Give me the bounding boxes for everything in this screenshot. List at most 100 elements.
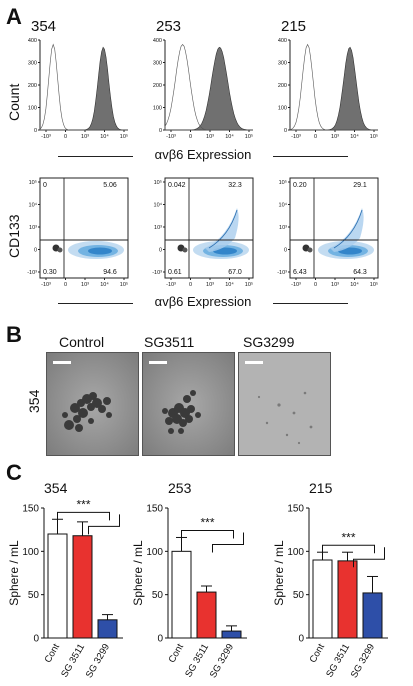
scale-bar [53,361,71,364]
bar-chart-ylabel: Sphere / mL [131,540,145,606]
flow-density-contour [333,209,363,249]
histogram-ytick-label: 400 [278,38,287,44]
flow-quadrant-lower-left: 6.43 [293,269,307,276]
flow-xtick-label: 10³ [81,282,89,288]
significance-bracket-inner [353,547,385,568]
panel-b-letter: B [6,322,22,347]
flow-quadrant-upper-left: 0.042 [168,182,186,189]
bar-chart-ytick-label: 0 [157,634,163,645]
sphere-photo-sg3299-drawing [239,353,330,455]
sphere-photo-sg3511-drawing [143,353,234,455]
bar-chart-title: 354 [44,480,68,496]
flow-xtick-label: 10⁵ [245,281,253,288]
histogram-xtick-label: 10⁵ [245,133,253,140]
flow-xtick-label: 10⁴ [225,281,234,288]
sphere-photo-sg3299 [238,352,331,456]
significance-bracket-inner [88,514,120,535]
flow-xtick-label: -10³ [291,282,301,288]
histogram-ytick-label: 0 [159,128,162,134]
flow-xtick-label: 10³ [331,282,339,288]
flow-ytick-label: 10⁴ [29,202,38,209]
bar-chart-ylabel: Sphere / mL [7,540,21,606]
flow-quadrant-lower-right: 94.6 [103,269,117,276]
flow-quadrant-upper-left: 0 [43,182,47,189]
bar-chart-ytick-label: 0 [33,634,39,645]
sphere-photo-control [46,352,139,456]
histogram-ytick-label: 200 [153,83,162,89]
histogram-control-peak [289,43,378,131]
significance-stars: *** [76,497,90,511]
flow-ytick-label: 0 [34,248,37,254]
bar-category-label: SG 3299 [349,642,377,680]
flow-negative-cluster [57,247,63,253]
bar-category-label: SG 3299 [208,642,236,680]
flow-ytick-label: -10³ [152,270,162,276]
flow-ytick-label: 10³ [154,225,162,231]
histogram-plot-354: 400 300 200 100 0 -10³ 0 10³ 10⁴ 10⁵ [28,38,128,140]
flow-density-cloud [302,208,374,259]
histogram-plot-215: 400 300 200 100 0 -10³ 0 10³ 10⁴ 10⁵ [278,38,378,140]
flow-plot-215: 10⁵ 10⁴ 10³ 0 -10³ -10³ 0 10³ 10⁴ 10⁵ 0.20 29.1 6.43… [277,177,379,288]
histogram-stained-peak [40,46,128,131]
histogram-ytick-label: 0 [34,128,37,134]
histogram-xtick-label: 0 [314,134,317,140]
flow-quadrant-lower-right: 67.0 [228,269,242,276]
flow-plot-354: 10⁵ 10⁴ 10³ 0 -10³ -10³ 0 10³ 10⁴ 10⁵ 0 5.06 0.30 94.… [27,177,129,288]
flow-plots: 10⁵ 10⁴ 10³ 0 -10³ -10³ 0 10³ 10⁴ 10⁵ 0 5.06 0.30 94.… [27,177,379,288]
significance-bracket-outer [57,511,110,521]
scale-bar [149,361,167,364]
histogram-ytick-label: 300 [278,61,287,67]
photo-label-sg3299: SG3299 [243,334,295,350]
bar-chart-ytick-label: 0 [298,634,304,645]
significance-stars: *** [341,530,355,544]
bar-chart-ytick-label: 150 [146,504,163,515]
panel-c-letter: C [6,460,22,485]
flow-negative-cluster [307,247,313,253]
sphere-photo-control-drawing [47,353,138,455]
flow-ytick-label: -10³ [277,270,287,276]
bar-chart-ytick-label: 50 [293,590,305,601]
histogram-ytick-label: 100 [278,106,287,112]
bar-cont [312,559,333,639]
flow-quadrant-lower-right: 64.3 [353,269,367,276]
histogram-ytick-label: 200 [278,83,287,89]
bar-category-label: Cont [308,642,328,665]
histogram-xtick-label: 10⁵ [370,133,378,140]
histogram-xtick-label: 10³ [81,134,89,140]
flow-xtick-label: 10⁴ [350,281,359,288]
bar-category-label: SG 3511 [183,642,211,679]
flow-ytick-label: 10⁵ [29,179,37,186]
flow-quadrant-upper-right: 29.1 [353,182,367,189]
flow-xtick-label: 10⁵ [120,281,128,288]
bar-chart-ytick-label: 50 [152,590,164,601]
flow-ytick-label: 0 [284,248,287,254]
bar-category-label: SG 3511 [324,642,352,679]
histogram-xtick-label: 10⁵ [120,133,128,140]
bar-sg-3511 [72,535,93,639]
flow-ytick-label: 0 [159,248,162,254]
histogram-xtick-label: -10³ [291,134,301,140]
flow-row: 10⁵ 10⁴ 10³ 0 -10³ -10³ 0 10³ 10⁴ 10⁵ 0 5.06 0.30 94.… [18,174,408,294]
significance-stars: *** [200,516,214,530]
bar-chart-ytick-label: 150 [22,504,39,515]
flow-xtick-label: 10⁵ [370,281,378,288]
bar-category-label: Cont [167,642,187,665]
significance-bracket-inner [212,532,244,553]
panel-a-letter: A [6,4,22,29]
bar-chart-ytick-label: 100 [287,547,304,558]
bar-chart-ytick-label: 50 [28,590,40,601]
bar-chart-ylabel: Sphere / mL [272,540,286,606]
histogram-ytick-label: 300 [28,61,37,67]
histogram-xtick-label: 10⁴ [225,133,234,140]
histogram-title-215: 215 [281,18,307,35]
flow-density-contour [208,209,238,249]
histogram-ytick-label: 100 [28,106,37,112]
flow-density-cloud [52,241,124,259]
histogram-xtick-label: 10³ [331,134,339,140]
bar-category-label: SG 3511 [59,642,87,679]
histogram-ytick-label: 0 [284,128,287,134]
bar-chart-ytick-label: 150 [287,504,304,515]
histogram-ytick-label: 100 [153,106,162,112]
